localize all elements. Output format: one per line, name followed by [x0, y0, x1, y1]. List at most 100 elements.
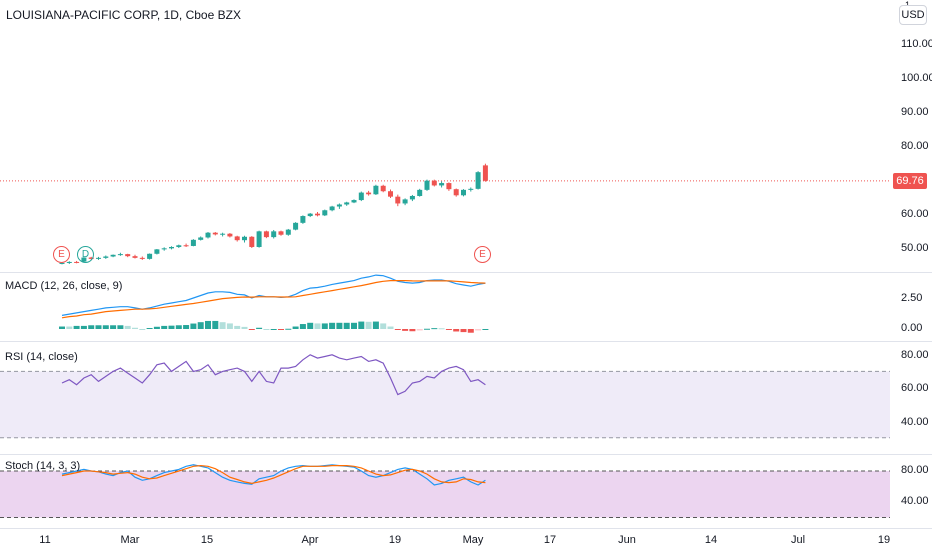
candle-body [366, 192, 372, 195]
macd-histogram-bar [438, 328, 445, 330]
macd-histogram-bar [95, 325, 102, 329]
candle-body [59, 262, 65, 264]
candle-body [117, 254, 123, 256]
time-tick: Mar [120, 534, 140, 546]
stoch-tick: 40.00 [901, 495, 929, 507]
stoch-pane[interactable]: Stoch (14, 3, 3) [0, 455, 890, 528]
stoch-k-line [61, 464, 486, 486]
rsi-title: RSI (14, close) [5, 351, 78, 363]
candle-body [336, 204, 342, 207]
macd-histogram-bar [197, 322, 204, 329]
macd-histogram-bar [241, 326, 248, 329]
candle-body [373, 185, 379, 195]
price-pane[interactable]: LOUISIANA-PACIFIC CORP, 1D, Cboe BZX E D… [0, 0, 890, 272]
macd-histogram-bar [248, 329, 255, 330]
candle-body [351, 200, 357, 203]
time-tick: 19 [388, 534, 402, 546]
price-tick: 80.00 [901, 140, 929, 152]
candle-body [139, 257, 145, 259]
candle-body [482, 165, 488, 181]
macd-histogram-bar [431, 328, 438, 330]
candle-body [154, 249, 160, 254]
candle-body [315, 213, 320, 216]
macd-histogram-bar [299, 324, 306, 329]
time-axis[interactable]: 11 Mar 15 Apr 19 May 17 Jun 14 Jul 19 [0, 528, 932, 551]
stoch-axis[interactable]: 80.00 40.00 [890, 455, 932, 528]
macd-histogram-bar [482, 329, 489, 330]
macd-axis[interactable]: 2.50 0.00 [890, 273, 932, 341]
candle-body [220, 233, 226, 235]
macd-histogram-bar [256, 327, 263, 329]
candle-body [205, 232, 211, 238]
pane-divider[interactable] [0, 454, 932, 455]
macd-histogram-bar [219, 322, 226, 329]
candle-body [227, 233, 233, 237]
candle-body [190, 239, 196, 246]
candle-body [431, 180, 437, 186]
macd-histogram-bar [314, 323, 321, 329]
earnings-marker[interactable]: E [53, 246, 70, 263]
candle-body [74, 261, 80, 263]
candle-body [453, 189, 459, 196]
candle-body [183, 245, 189, 247]
candle-body [125, 254, 131, 257]
candlestick-chart[interactable] [0, 0, 890, 272]
macd-pane[interactable]: MACD (12, 26, close, 9) [0, 273, 890, 341]
currency-button[interactable]: USD [899, 5, 927, 25]
candle-body [424, 180, 430, 190]
time-tick: 11 [39, 534, 51, 546]
time-tick: Jul [790, 534, 806, 546]
candle-body [169, 246, 174, 249]
candle-body [161, 248, 167, 250]
macd-histogram-bar [88, 325, 95, 329]
stoch-chart [0, 464, 890, 518]
candle-body [271, 231, 277, 238]
macd-histogram-bar [402, 329, 409, 331]
candle-body [468, 188, 474, 190]
macd-histogram-bar [270, 329, 277, 330]
macd-histogram-bar [475, 329, 482, 331]
candle-body [358, 192, 364, 201]
rsi-tick: 40.00 [901, 416, 929, 428]
time-tick: 17 [543, 534, 557, 546]
pane-divider[interactable] [0, 341, 932, 342]
macd-tick: 2.50 [901, 292, 923, 304]
macd-histogram-bar [292, 326, 299, 329]
candle-body [293, 222, 299, 230]
candle-body [285, 229, 291, 235]
candle-body [344, 202, 350, 205]
candle-body [475, 172, 481, 189]
earnings-marker[interactable]: E [474, 246, 491, 263]
time-tick: Jun [618, 534, 636, 546]
candle-body [388, 191, 393, 197]
pane-divider[interactable] [0, 272, 932, 273]
candle-body [446, 183, 452, 190]
candle-body [322, 210, 328, 216]
chart-title: LOUISIANA-PACIFIC CORP, 1D, Cboe BZX [6, 8, 241, 22]
price-tick: 50.00 [901, 242, 929, 254]
macd-histogram-bar [153, 326, 160, 329]
candle-body [256, 231, 262, 247]
candle-body [461, 189, 466, 196]
time-tick: 19 [877, 534, 891, 546]
rsi-line [61, 354, 486, 396]
price-axis[interactable]: 110.00 100.00 90.00 80.00 60.00 50.00 [890, 0, 932, 272]
macd-histogram-bar [343, 322, 350, 329]
candle-body [329, 206, 335, 211]
rsi-axis[interactable]: 80.00 60.00 40.00 [890, 342, 932, 454]
rsi-pane[interactable]: RSI (14, close) [0, 342, 890, 454]
candle-body [402, 199, 408, 204]
macd-histogram-bar [168, 325, 175, 329]
macd-histogram-bar [263, 329, 270, 330]
macd-histogram-bar [212, 320, 219, 329]
dividend-marker[interactable]: D [77, 246, 94, 263]
macd-histogram-bar [146, 328, 153, 330]
macd-histogram-bar [205, 320, 211, 329]
macd-histogram-bar [124, 325, 131, 329]
candle-body [242, 236, 247, 241]
candle-body [110, 254, 116, 257]
macd-histogram-bar [445, 329, 452, 330]
last-price-tag: 69.76 [893, 173, 927, 189]
macd-histogram-bar [117, 325, 124, 329]
candle-body [307, 213, 313, 217]
